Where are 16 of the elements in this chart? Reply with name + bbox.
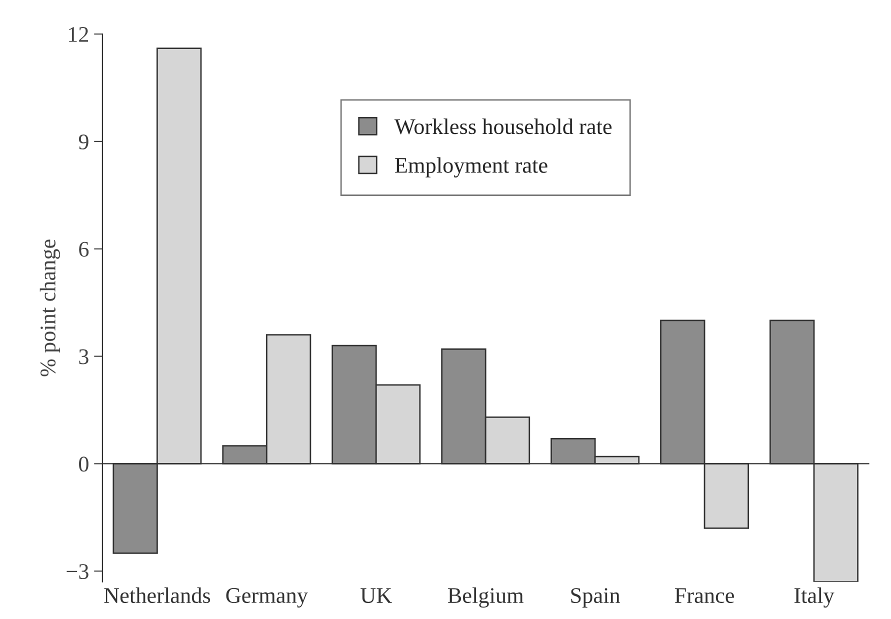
x-tick-label: Netherlands — [104, 587, 210, 604]
y-tick-label: 12 — [69, 27, 88, 42]
y-tick-label: 6 — [79, 242, 89, 257]
y-tick-label: 3 — [79, 349, 88, 364]
legend-label: Employment rate — [395, 157, 548, 178]
x-tick-label: France — [674, 588, 734, 604]
x-tick-label: UK — [360, 588, 392, 604]
y-axis-title: % point change — [40, 240, 60, 376]
x-tick-label: Germany — [226, 588, 308, 608]
x-tick-label: Italy — [794, 587, 834, 608]
x-tick-label: Spain — [571, 588, 620, 608]
legend-label: Workless household rate — [394, 118, 612, 134]
x-tick-label: Belgium — [448, 587, 524, 608]
y-tick-label: 9 — [78, 134, 88, 150]
y-tick-label: 0 — [79, 456, 88, 472]
y-tick-label: −3 — [66, 564, 88, 580]
